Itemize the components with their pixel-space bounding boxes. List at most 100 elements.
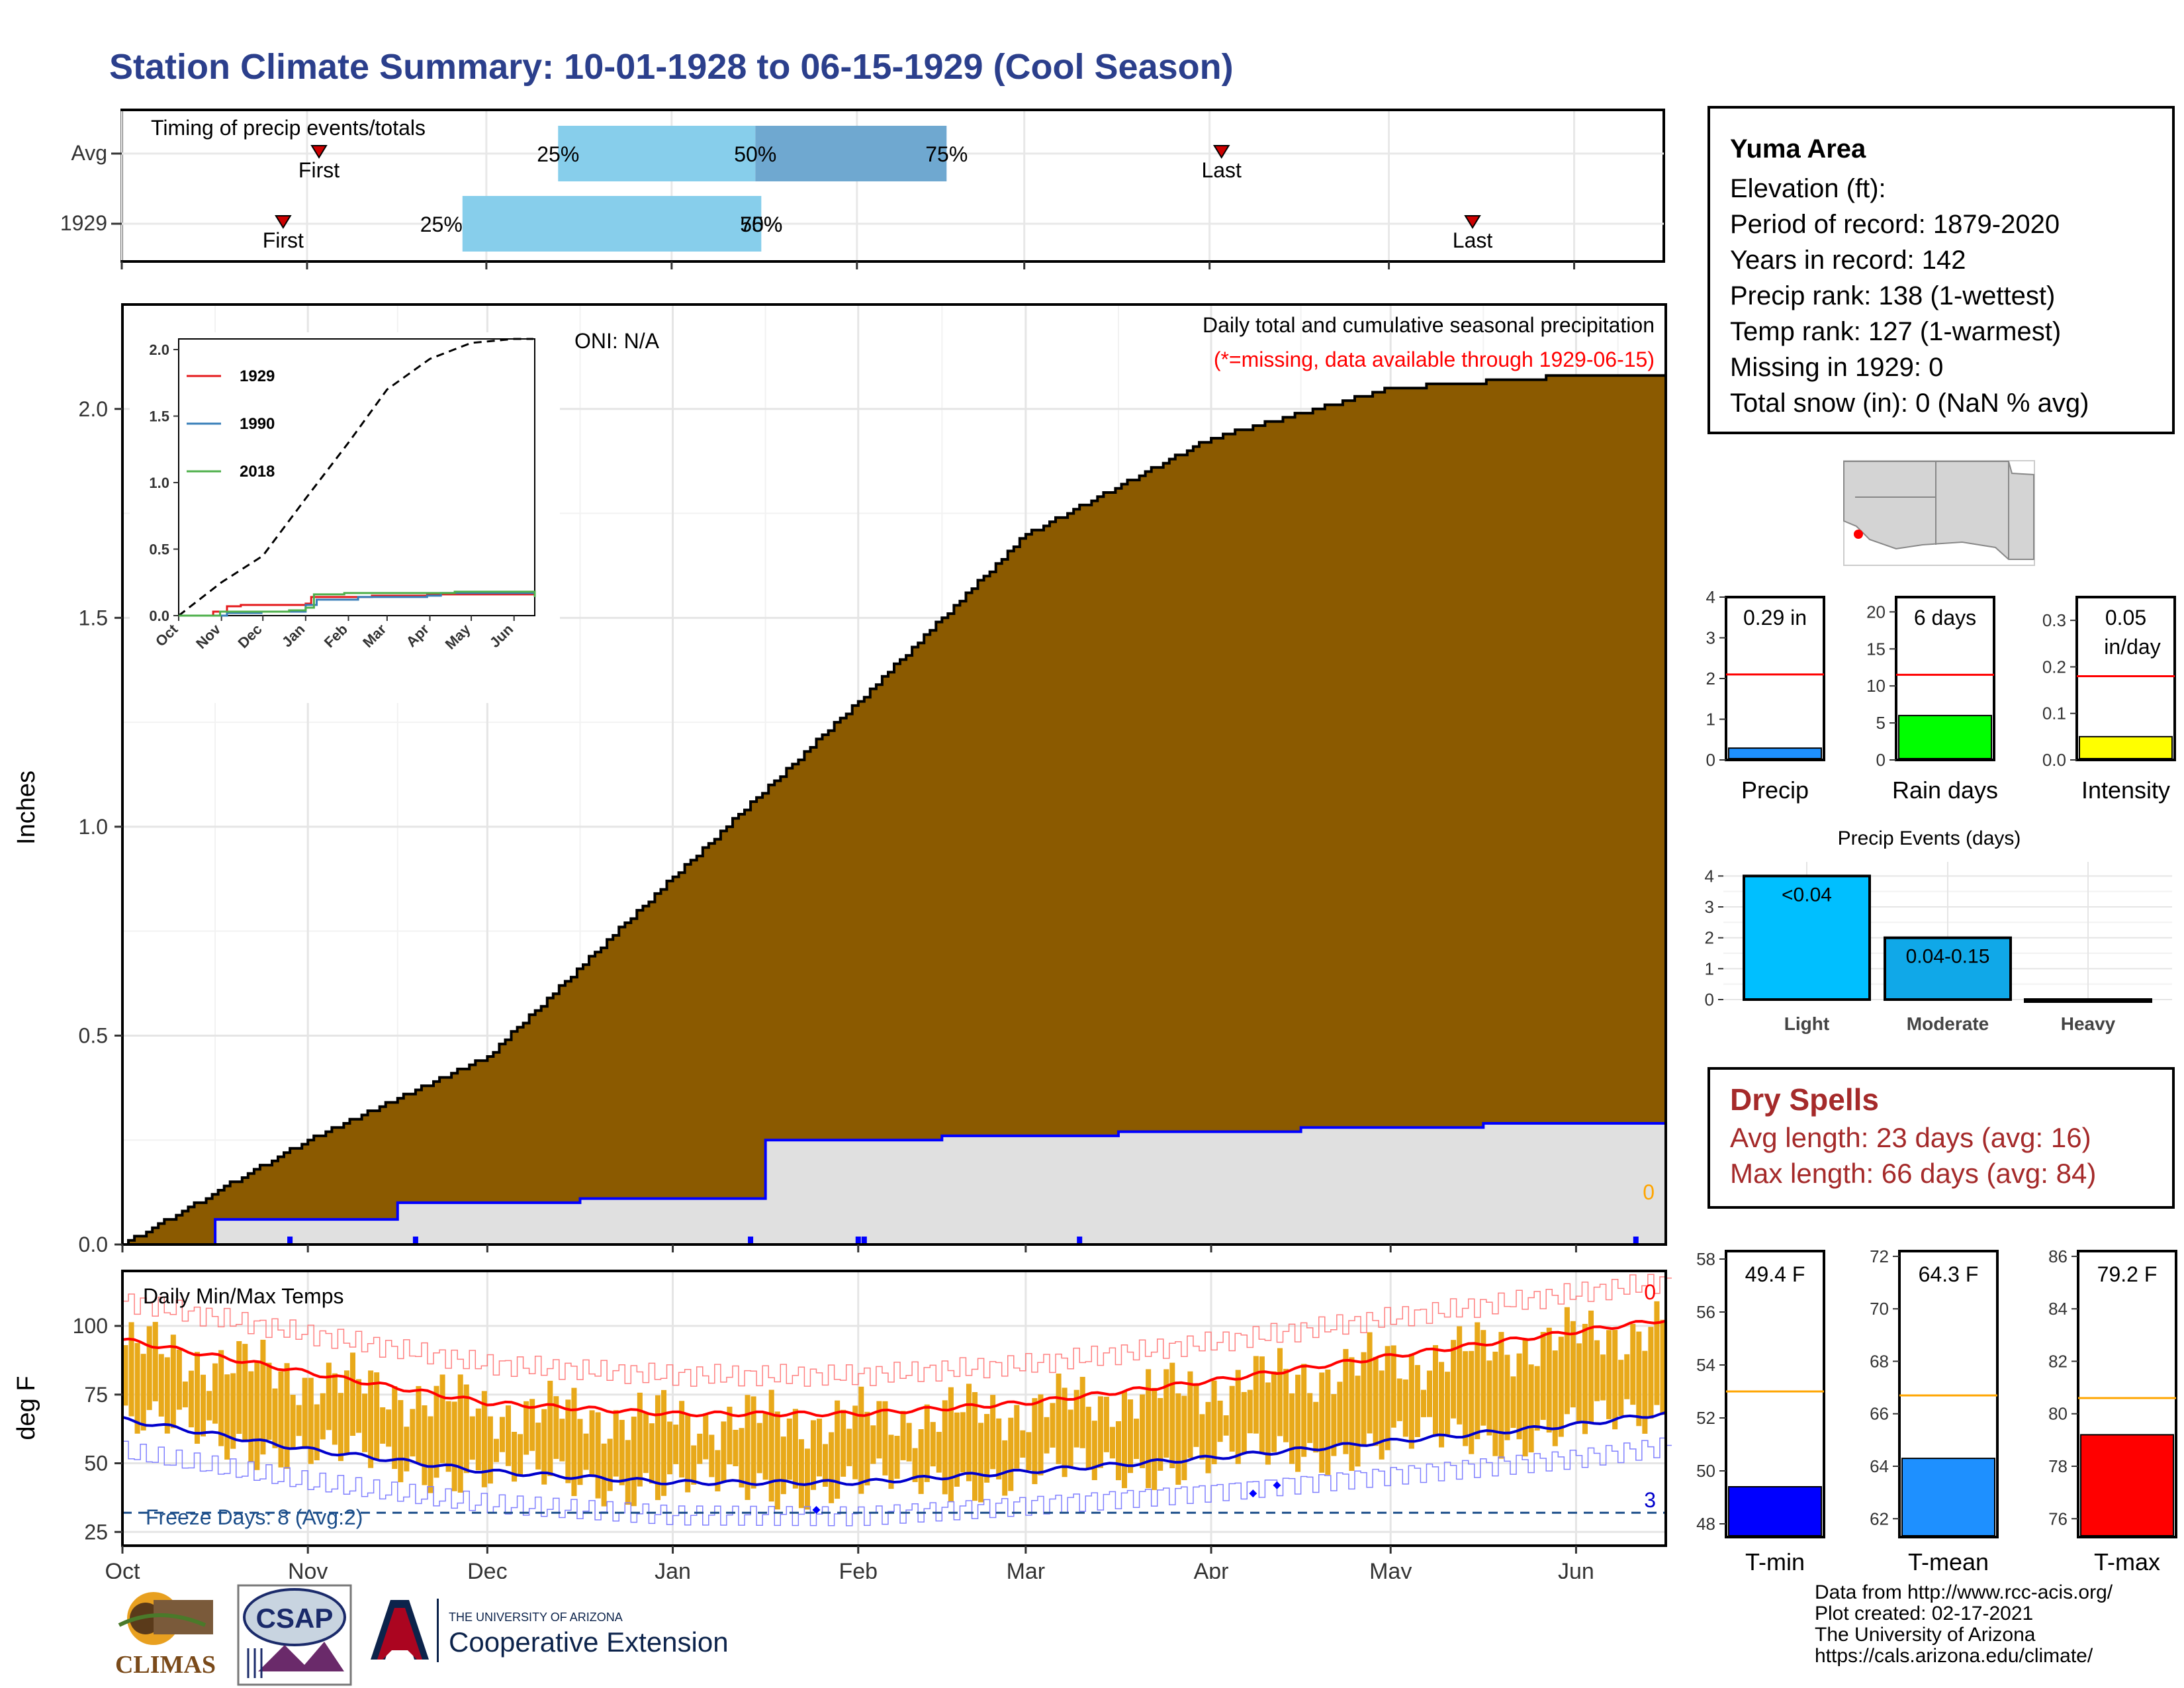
month-label: May [1369, 1559, 1412, 1579]
month-label: Feb [839, 1559, 878, 1579]
daily-temp-bar [1181, 1395, 1187, 1481]
daily-temp-bar [1217, 1400, 1223, 1442]
daily-temp-bar [1140, 1394, 1146, 1468]
daily-temp-bar [314, 1404, 320, 1461]
precip-y-tick: 0.5 [79, 1023, 108, 1047]
daily-temp-bar [1396, 1378, 1402, 1421]
daily-temp-bar [332, 1373, 338, 1445]
daily-temp-bar [643, 1412, 649, 1474]
daily-temp-bar [128, 1322, 134, 1417]
daily-temp-bar [356, 1379, 362, 1433]
precip-event-bar-label: 0.04-0.15 [1906, 946, 1990, 968]
mini-bar-value-unit: in/day [2104, 635, 2160, 659]
daily-temp-bar [1504, 1354, 1510, 1440]
daily-temp-bar [439, 1374, 445, 1464]
daily-temp-bar [679, 1401, 685, 1477]
temp-bar-tick: 52 [1696, 1408, 1715, 1428]
daily-temp-bar [1032, 1398, 1038, 1485]
temp-bar-label: T-mean [1908, 1548, 1989, 1575]
temp-bar-tmean: 62 64 66 68 70 72 64.3 F T-mean [1870, 1246, 1999, 1575]
daily-temp-bar [140, 1354, 146, 1430]
daily-temp-bar [152, 1321, 158, 1401]
climas-logo[interactable]: CLIMAS [115, 1592, 216, 1679]
daily-temp-bar [691, 1445, 697, 1485]
precip-event-bar [1743, 874, 1871, 1002]
temp-bar-value [1901, 1458, 1995, 1537]
daily-temp-bar [1463, 1351, 1469, 1446]
daily-temp-bar [1229, 1385, 1235, 1452]
ua-small-text: THE UNIVERSITY OF ARIZONA [449, 1611, 623, 1624]
mini-bar-tick: 0.3 [2042, 610, 2066, 630]
daily-temp-bar [1475, 1322, 1480, 1440]
daily-temp-bar [972, 1392, 978, 1501]
daily-temp-bar [547, 1380, 553, 1476]
daily-temp-bar [774, 1411, 780, 1510]
daily-temp-bar [942, 1400, 948, 1495]
daily-temp-bar [1307, 1393, 1313, 1443]
csap-text: CSAP [256, 1603, 334, 1634]
daily-precip-bar [855, 1237, 861, 1244]
timing-last-label: Last [1453, 228, 1493, 252]
footer-line: The University of Arizona [1815, 1624, 2036, 1646]
daily-temp-bar [1594, 1340, 1600, 1401]
daily-temp-bar [278, 1371, 284, 1468]
daily-temp-bar [667, 1421, 673, 1475]
daily-temp-bar [1552, 1350, 1558, 1446]
precip-panel-title: Daily total and cumulative seasonal prec… [1203, 313, 1655, 337]
inset-cumulative-line [178, 338, 533, 617]
daily-temp-bar [469, 1416, 475, 1460]
daily-temp-bar [182, 1382, 188, 1408]
daily-temp-bar [1343, 1348, 1349, 1454]
daily-temp-bar [236, 1341, 242, 1434]
daily-temp-bar [1564, 1307, 1570, 1415]
daily-temp-bar [266, 1362, 272, 1440]
mini-bar-label: Rain days [1892, 776, 1998, 804]
precip-y-tick: 1.0 [79, 815, 108, 839]
daily-temp-bar [368, 1370, 374, 1468]
daily-temp-bar [1014, 1405, 1020, 1469]
daily-temp-bar [697, 1433, 703, 1464]
daily-temp-bar [1660, 1319, 1666, 1415]
daily-temp-bar [816, 1419, 823, 1477]
mini-bar-value-text: 0.29 in [1743, 606, 1807, 630]
timing-last-label: Last [1201, 158, 1242, 182]
daily-temp-bar [798, 1439, 804, 1509]
daily-temp-bar [1361, 1352, 1367, 1444]
daily-temp-bar [1289, 1393, 1295, 1464]
daily-temp-bar [1121, 1391, 1128, 1489]
timing-title: Timing of precip events/totals [151, 116, 426, 140]
daily-temp-bar [589, 1410, 595, 1477]
inset-legend-label: 1929 [240, 367, 275, 385]
daily-precip-bar [1077, 1237, 1083, 1244]
university-of-arizona-logo[interactable]: THE UNIVERSITY OF ARIZONA Cooperative Ex… [371, 1599, 729, 1662]
csap-logo[interactable]: CSAP [237, 1584, 352, 1686]
daily-temp-bar [835, 1400, 841, 1499]
mini-bar-precip: 0 1 2 3 4 0.29 in Precip [1706, 587, 1825, 804]
month-label: Apr [1194, 1559, 1229, 1579]
daily-temp-bar [1265, 1382, 1271, 1465]
record-low-marker [812, 1506, 821, 1515]
timing-first-label: First [298, 158, 340, 182]
daily-temp-bar [1439, 1362, 1445, 1448]
daily-temp-bar [1642, 1350, 1648, 1434]
daily-temp-bar [1277, 1348, 1283, 1436]
daily-temp-bar [930, 1422, 936, 1467]
daily-temp-bar [823, 1444, 829, 1487]
daily-temp-bar [1325, 1369, 1331, 1476]
daily-temp-bar [1331, 1393, 1337, 1456]
daily-temp-bar [846, 1429, 852, 1466]
daily-temp-bar [1432, 1345, 1439, 1437]
footer-line: Plot created: 02-17-2021 [1815, 1603, 2034, 1624]
daily-temp-bar [715, 1450, 721, 1491]
temp-bar-tick: 72 [1870, 1246, 1889, 1266]
timing-row-avg-label: Avg [71, 141, 107, 165]
daily-temp-bar [733, 1429, 739, 1466]
daily-temp-bar [619, 1419, 625, 1485]
daily-temp-bar [248, 1371, 254, 1463]
mini-bar-label: Intensity [2081, 776, 2170, 804]
mini-bar-tick: 0 [1876, 750, 1886, 770]
daily-temp-bar [900, 1411, 906, 1460]
precip-event-tick: 0 [1705, 990, 1714, 1009]
daily-temp-bar [134, 1342, 140, 1434]
